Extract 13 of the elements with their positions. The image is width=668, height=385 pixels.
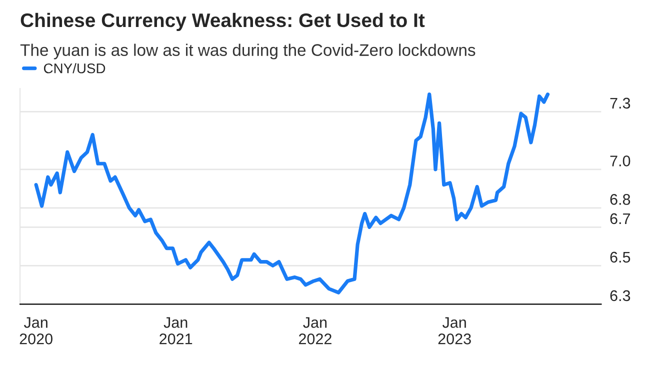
x-tick-label: Jan 2022 <box>298 317 332 344</box>
y-tick-label: 6.7 <box>610 213 630 224</box>
y-tick-label: 6.5 <box>610 252 630 263</box>
y-tick-label: 6.3 <box>610 290 630 302</box>
y-tick-label: 6.8 <box>610 194 630 205</box>
legend-label: CNY/USD <box>44 63 106 74</box>
x-tick-label: Jan 2023 <box>438 317 471 344</box>
x-tick-label: Jan 2021 <box>160 317 192 344</box>
chart-title: Chinese Currency Weakness: Get Used to It <box>20 12 425 31</box>
y-tick-label: 7.0 <box>610 156 630 166</box>
y-tick-label: 7.3 <box>610 98 630 109</box>
x-tick-label: Jan 2020 <box>20 317 52 344</box>
chart-subtitle: The yuan is as low as it was during the Covid-Zero lockdowns <box>20 44 476 60</box>
